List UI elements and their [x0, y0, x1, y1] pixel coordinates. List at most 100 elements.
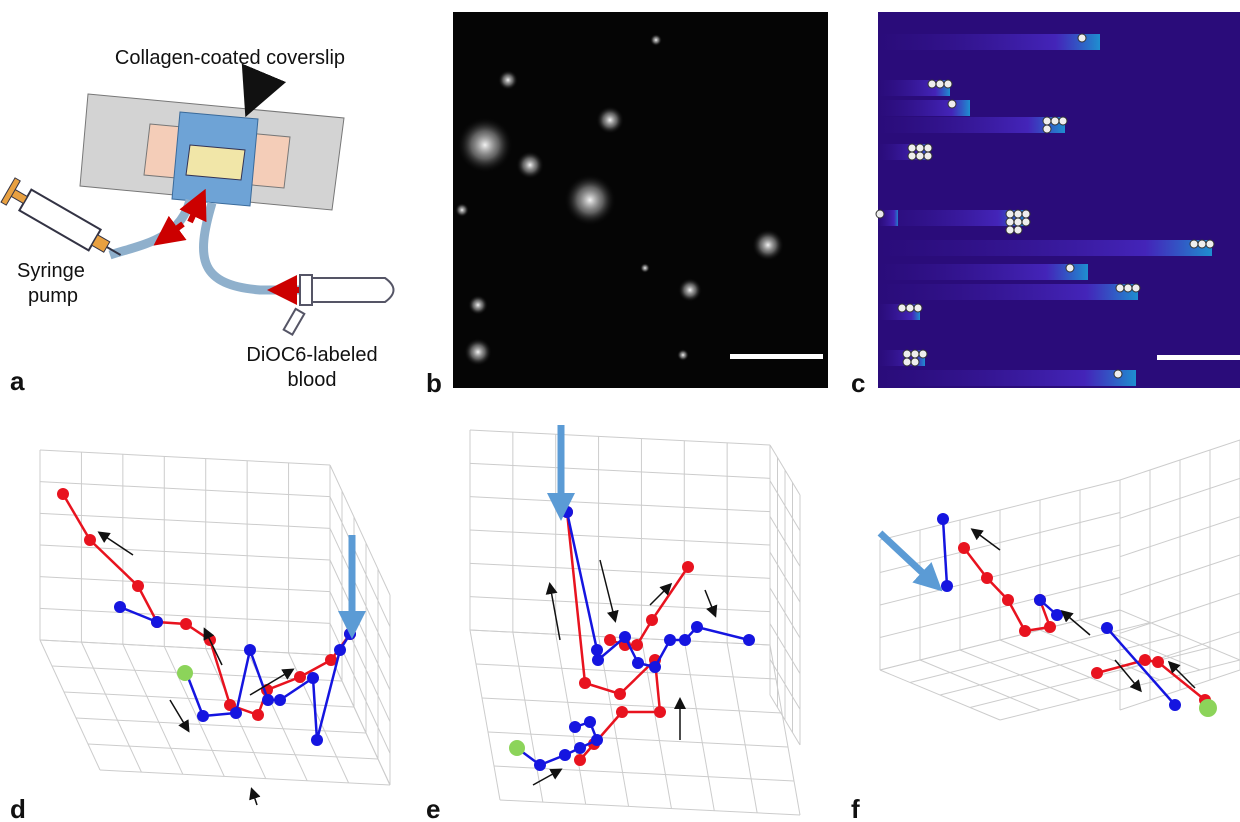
grid-line	[470, 563, 770, 578]
grid-line	[164, 646, 224, 776]
trajectory-point	[180, 618, 192, 630]
trajectory-point	[197, 710, 209, 722]
aggregate	[564, 174, 616, 226]
annotation: pump	[28, 285, 78, 307]
trajectory-point	[632, 657, 644, 669]
platelet	[1124, 284, 1132, 292]
platelet	[1014, 210, 1022, 218]
grid-line	[556, 634, 586, 804]
streak	[878, 284, 1138, 300]
platelet	[903, 358, 911, 366]
grid-line	[470, 430, 770, 445]
setup-diagram: Collagen-coated coverslip Syringe pump D…	[1, 47, 393, 391]
trajectory-point	[649, 661, 661, 673]
platelet	[1116, 284, 1124, 292]
figure: Collagen-coated coverslip Syringe pump D…	[0, 0, 1240, 822]
grid-line	[40, 482, 330, 497]
trajectory-point	[534, 759, 546, 771]
platelet	[924, 144, 932, 152]
platelet	[908, 152, 916, 160]
grid-line	[123, 644, 183, 774]
platelet	[1206, 240, 1214, 248]
trajectory-point	[682, 561, 694, 573]
trajectory-point	[1019, 625, 1031, 637]
platelet	[1078, 34, 1086, 42]
platelet	[919, 350, 927, 358]
platelet	[1014, 226, 1022, 234]
trajectory-point	[344, 628, 356, 640]
trajectory-point	[1002, 594, 1014, 606]
platelet	[911, 350, 919, 358]
grid-line	[684, 641, 714, 811]
platelet	[1059, 117, 1067, 125]
platelet	[1006, 210, 1014, 218]
trajectory-point	[1034, 594, 1046, 606]
platelet	[1051, 117, 1059, 125]
trajectory-point	[654, 706, 666, 718]
grid-line	[330, 560, 390, 690]
trajectory-point	[614, 688, 626, 700]
grid-line	[470, 497, 770, 512]
trajectory	[964, 548, 1050, 631]
platelet	[1022, 210, 1030, 218]
platelet	[903, 350, 911, 358]
trajectory-point	[981, 572, 993, 584]
trajectory	[1097, 660, 1205, 700]
trajectory-point	[591, 734, 603, 746]
trajectory-point	[1051, 609, 1063, 621]
trajectory-point	[743, 634, 755, 646]
streak	[878, 264, 1088, 280]
grid-line	[470, 630, 500, 800]
grid-line	[330, 497, 390, 627]
streak	[878, 117, 1065, 133]
trajectory-point	[274, 694, 286, 706]
trajectory-point	[1091, 667, 1103, 679]
direction-arrow	[650, 585, 670, 605]
aggregate	[464, 338, 492, 366]
trajectory-point	[937, 513, 949, 525]
grid-line	[330, 623, 390, 753]
platelet	[1198, 240, 1206, 248]
trajectory-point	[1152, 656, 1164, 668]
trajectory-point	[616, 706, 628, 718]
trajectory-point	[57, 488, 69, 500]
aggregate	[455, 203, 469, 217]
trajectory-point	[604, 634, 616, 646]
direction-arrow	[533, 770, 560, 785]
trajectory-point	[691, 621, 703, 633]
platelet	[1043, 117, 1051, 125]
platelet	[1014, 218, 1022, 226]
trajectory-point	[958, 542, 970, 554]
tube	[204, 203, 305, 290]
trajectory-point	[230, 707, 242, 719]
trajectory-point	[574, 754, 586, 766]
trajectory-point	[294, 671, 306, 683]
trajectory-point	[244, 644, 256, 656]
trajectory-point	[311, 734, 323, 746]
direction-arrow	[100, 533, 133, 555]
streak	[878, 34, 1100, 50]
direction-arrow	[973, 530, 1000, 550]
pointer-arrow	[250, 75, 263, 106]
grid-line	[40, 545, 330, 560]
grid-line	[470, 463, 770, 478]
start-point	[1199, 699, 1217, 717]
platelet	[911, 358, 919, 366]
grid-line	[513, 632, 543, 802]
aggregate	[457, 117, 513, 173]
grid-line	[81, 642, 141, 772]
trajectory-point	[559, 749, 571, 761]
aggregate	[498, 70, 518, 90]
direction-arrow	[550, 585, 560, 640]
panel-label: c	[851, 368, 865, 398]
trajectory-point	[646, 614, 658, 626]
grid-line	[470, 530, 770, 545]
scale-bar	[730, 354, 823, 359]
trajectory-point	[679, 634, 691, 646]
trajectory-point	[1139, 654, 1151, 666]
aggregate	[677, 349, 689, 361]
aggregate	[640, 263, 650, 273]
trajectory-point	[307, 672, 319, 684]
trajectory-point	[1101, 622, 1113, 634]
trajectory-point	[262, 694, 274, 706]
